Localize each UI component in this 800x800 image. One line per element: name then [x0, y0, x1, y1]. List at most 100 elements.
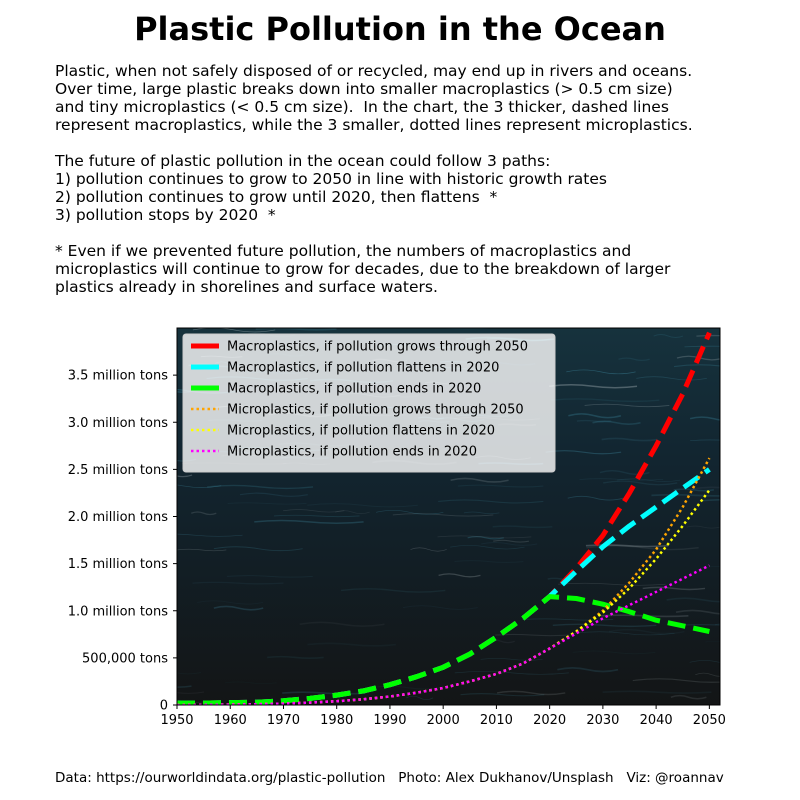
- footnote-line: microplastics will continue to grow for …: [55, 260, 671, 278]
- wave-streak: [680, 623, 720, 626]
- wave-streak: [177, 691, 205, 694]
- intro-line: represent macroplastics, while the 3 sma…: [55, 116, 693, 134]
- wave-streak: [695, 672, 720, 677]
- page-title: Plastic Pollution in the Ocean: [134, 10, 666, 48]
- wave-streak: [557, 667, 619, 673]
- y-tick-label: 3.5 million tons: [68, 369, 169, 384]
- y-tick-label: 2.0 million tons: [68, 510, 169, 525]
- wave-streak: [467, 536, 504, 540]
- wave-streak: [522, 618, 614, 621]
- legend-label: Microplastics, if pollution grows throug…: [227, 403, 524, 418]
- wave-streak: [481, 542, 538, 546]
- x-tick-label: 1960: [214, 713, 247, 728]
- wave-streak: [566, 369, 636, 375]
- wave-streak: [584, 403, 670, 408]
- wave-streak: [454, 560, 524, 564]
- wave-streak: [642, 586, 706, 591]
- wave-streak: [177, 548, 227, 552]
- footnote-line: * Even if we prevented future pollution,…: [55, 242, 632, 260]
- wave-streak: [340, 588, 446, 593]
- wave-streak: [608, 628, 685, 635]
- wave-streak: [375, 510, 444, 515]
- legend-label: Macroplastics, if pollution ends in 2020: [227, 382, 481, 397]
- wave-streak: [192, 581, 284, 585]
- x-tick-label: 2040: [640, 713, 673, 728]
- wave-streak: [267, 655, 324, 660]
- y-tick-label: 500,000 tons: [82, 651, 168, 666]
- wave-streak: [402, 605, 478, 610]
- legend-box: [182, 333, 556, 473]
- wave-streak: [673, 364, 720, 368]
- wave-streak: [191, 511, 217, 516]
- wave-streak: [454, 671, 569, 675]
- wave-streak: [550, 398, 660, 403]
- wave-streak: [670, 694, 707, 700]
- wave-streak: [492, 525, 553, 529]
- wave-streak: [691, 486, 720, 490]
- x-tick-label: 2020: [533, 713, 566, 728]
- wave-streak: [177, 533, 243, 537]
- x-tick-label: 1980: [320, 713, 353, 728]
- wave-streak: [450, 477, 509, 483]
- intro-line: and tiny microplastics (< 0.5 cm size). …: [55, 98, 669, 116]
- wave-streak: [496, 690, 566, 696]
- wave-streak: [274, 514, 360, 518]
- wave-streak: [689, 416, 720, 421]
- wave-streak: [450, 544, 525, 550]
- legend-label: Microplastics, if pollution ends in 2020: [227, 445, 477, 460]
- axes: 1950 1960 1970 1980 1990 2000 2010 2020 2030 2040…: [68, 327, 726, 728]
- intro-line: Over time, large plastic breaks down int…: [55, 80, 673, 98]
- wave-streak: [299, 621, 385, 627]
- wave-streak: [592, 420, 641, 425]
- wave-streak: [372, 685, 443, 690]
- wave-streak: [558, 582, 666, 586]
- wave-streak: [574, 631, 675, 636]
- wave-streak: [282, 691, 366, 695]
- x-tick-label: 1990: [373, 713, 406, 728]
- wave-streak: [545, 450, 622, 455]
- data-lines: [177, 331, 712, 705]
- wave-streak: [602, 690, 712, 694]
- wave-streak: [576, 419, 612, 423]
- wave-streak: [410, 547, 447, 552]
- wave-streak: [307, 503, 418, 508]
- wave-streak: [406, 695, 434, 701]
- wave-streak: [675, 609, 720, 615]
- wave-streak: [463, 511, 500, 515]
- wave-streak: [689, 660, 720, 663]
- wave-streak: [651, 493, 720, 497]
- wave-streak: [690, 439, 720, 441]
- wave-streak: [636, 376, 707, 381]
- wave-streak: [567, 495, 624, 501]
- wave-streak: [177, 685, 192, 688]
- y-tick-label: 0: [160, 699, 168, 714]
- legend-label: Macroplastics, if pollution grows throug…: [227, 340, 528, 355]
- series-line: [177, 564, 710, 705]
- wave-streak: [568, 413, 622, 419]
- wave-streak: [480, 658, 543, 661]
- wave-streak: [653, 334, 684, 339]
- wave-streak: [493, 539, 530, 543]
- y-tick-label: 2.5 million tons: [68, 463, 169, 478]
- wave-streak: [438, 499, 544, 504]
- wave-streak: [177, 474, 193, 478]
- x-tick-label: 1950: [160, 713, 193, 728]
- intro-line: Plastic, when not safely disposed of or …: [55, 62, 693, 80]
- wave-streak: [700, 499, 720, 502]
- wave-streak: [335, 510, 370, 515]
- wave-streak: [666, 597, 720, 603]
- wave-streak: [226, 575, 313, 578]
- wave-streak: [705, 641, 720, 643]
- wave-streak: [207, 484, 314, 490]
- wave-streak: [549, 383, 638, 389]
- wave-streak: [602, 480, 678, 486]
- wave-streak: [177, 484, 222, 488]
- wave-streak: [254, 519, 364, 525]
- x-tick-label: 1970: [267, 713, 300, 728]
- wave-streak: [213, 605, 264, 611]
- wave-streak: [177, 671, 202, 675]
- y-tick-label: 1.5 million tons: [68, 557, 169, 572]
- wave-streak: [177, 699, 213, 703]
- y-tick-label: 3.0 million tons: [68, 416, 169, 431]
